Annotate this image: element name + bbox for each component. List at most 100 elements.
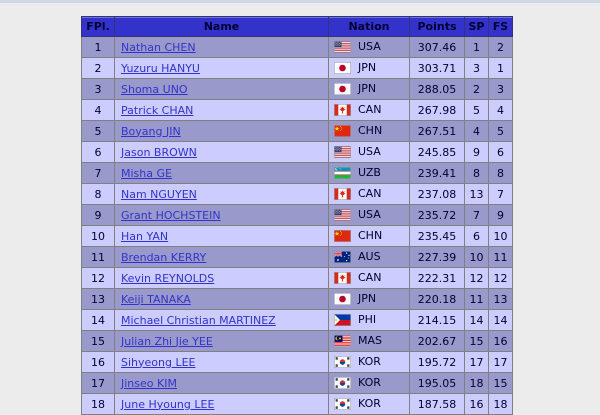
sp-cell: 8 — [464, 162, 489, 184]
nation-code: JPN — [358, 61, 377, 74]
fs-cell: 15 — [488, 372, 513, 394]
results-table-container: FPl. Name Nation Points SP FS 1 Nathan CH… — [81, 16, 513, 415]
points-cell: 202.67 — [409, 330, 465, 352]
table-row: 1 Nathan CHEN USA 307.46 1 2 — [81, 36, 513, 58]
nation-code: MAS — [358, 334, 382, 347]
fs-cell: 2 — [488, 36, 513, 58]
rank-cell: 2 — [81, 57, 115, 79]
nation-code: KOR — [358, 376, 381, 389]
skater-link[interactable]: Grant HOCHSTEIN — [121, 208, 221, 222]
name-cell: Grant HOCHSTEIN — [114, 204, 329, 226]
fs-cell: 17 — [488, 351, 513, 373]
skater-link[interactable]: Han YAN — [121, 229, 169, 243]
flag-jpn-icon — [334, 83, 351, 95]
skater-link[interactable]: June Hyoung LEE — [121, 397, 215, 411]
name-cell: Kevin REYNOLDS — [114, 267, 329, 289]
table-row: 9 Grant HOCHSTEIN USA 235.72 7 9 — [81, 204, 513, 226]
sp-cell: 5 — [464, 99, 489, 121]
points-cell: 237.08 — [409, 183, 465, 205]
skater-link[interactable]: Boyang JIN — [121, 124, 181, 138]
name-cell: Sihyeong LEE — [114, 351, 329, 373]
sp-cell: 17 — [464, 351, 489, 373]
nation-cell: CHN — [328, 120, 410, 142]
flag-aus-icon — [334, 251, 351, 263]
sp-cell: 12 — [464, 267, 489, 289]
nation-cell: PHI — [328, 309, 410, 331]
skater-link[interactable]: Jason BROWN — [121, 145, 197, 159]
nation-code: JPN — [358, 292, 377, 305]
table-row: 16 Sihyeong LEE KOR 195.72 17 17 — [81, 351, 513, 373]
table-row: 8 Nam NGUYEN CAN 237.08 13 7 — [81, 183, 513, 205]
rank-cell: 14 — [81, 309, 115, 331]
rank-cell: 7 — [81, 162, 115, 184]
skater-link[interactable]: Nathan CHEN — [121, 40, 196, 54]
name-cell: Julian Zhi Jie YEE — [114, 330, 329, 352]
table-row: 2 Yuzuru HANYU JPN 303.71 3 1 — [81, 57, 513, 79]
nation-code: CAN — [358, 187, 382, 200]
name-cell: Shoma UNO — [114, 78, 329, 100]
name-cell: Patrick CHAN — [114, 99, 329, 121]
sp-cell: 10 — [464, 246, 489, 268]
rank-cell: 17 — [81, 372, 115, 394]
rank-cell: 8 — [81, 183, 115, 205]
skater-link[interactable]: Brendan KERRY — [121, 250, 207, 264]
nation-cell: CAN — [328, 99, 410, 121]
points-cell: 235.72 — [409, 204, 465, 226]
rank-cell: 1 — [81, 36, 115, 58]
skater-link[interactable]: Nam NGUYEN — [121, 187, 197, 201]
skater-link[interactable]: Yuzuru HANYU — [121, 61, 200, 75]
results-tbody: 1 Nathan CHEN USA 307.46 1 2 2 Yuzuru HANYU JPN 3… — [81, 36, 513, 415]
nation-code: CHN — [358, 124, 383, 137]
nation-cell: KOR — [328, 393, 410, 415]
skater-link[interactable]: Julian Zhi Jie YEE — [121, 334, 213, 348]
rank-cell: 9 — [81, 204, 115, 226]
nation-cell: CHN — [328, 225, 410, 247]
skater-link[interactable]: Patrick CHAN — [121, 103, 194, 117]
sp-cell: 16 — [464, 393, 489, 415]
rank-cell: 18 — [81, 393, 115, 415]
skater-link[interactable]: Kevin REYNOLDS — [121, 271, 215, 285]
flag-can-icon — [334, 188, 351, 200]
sp-cell: 2 — [464, 78, 489, 100]
flag-usa-icon — [334, 209, 351, 221]
header-points: Points — [409, 16, 465, 37]
sp-cell: 6 — [464, 225, 489, 247]
skater-link[interactable]: Keiji TANAKA — [121, 292, 191, 306]
rank-cell: 13 — [81, 288, 115, 310]
points-cell: 220.18 — [409, 288, 465, 310]
skater-link[interactable]: Michael Christian MARTINEZ — [121, 313, 276, 327]
flag-mas-icon — [334, 335, 351, 347]
name-cell: Boyang JIN — [114, 120, 329, 142]
name-cell: Keiji TANAKA — [114, 288, 329, 310]
flag-jpn-icon — [334, 293, 351, 305]
points-cell: 288.05 — [409, 78, 465, 100]
nation-cell: UZB — [328, 162, 410, 184]
table-row: 11 Brendan KERRY AUS 227.39 10 11 — [81, 246, 513, 268]
sp-cell: 11 — [464, 288, 489, 310]
skater-link[interactable]: Misha GE — [121, 166, 172, 180]
table-row: 13 Keiji TANAKA JPN 220.18 11 13 — [81, 288, 513, 310]
fs-cell: 5 — [488, 120, 513, 142]
skater-link[interactable]: Shoma UNO — [121, 82, 188, 96]
table-row: 7 Misha GE UZB 239.41 8 8 — [81, 162, 513, 184]
flag-usa-icon — [334, 41, 351, 53]
name-cell: Han YAN — [114, 225, 329, 247]
points-cell: 187.58 — [409, 393, 465, 415]
flag-kor-icon — [334, 356, 351, 368]
flag-can-icon — [334, 104, 351, 116]
nation-code: CHN — [358, 229, 383, 242]
fs-cell: 8 — [488, 162, 513, 184]
name-cell: Jinseo KIM — [114, 372, 329, 394]
name-cell: Nathan CHEN — [114, 36, 329, 58]
header-fpl: FPl. — [81, 16, 115, 37]
sp-cell: 14 — [464, 309, 489, 331]
skater-link[interactable]: Jinseo KIM — [121, 376, 177, 390]
points-cell: 245.85 — [409, 141, 465, 163]
header-nation: Nation — [328, 16, 410, 37]
table-row: 5 Boyang JIN CHN 267.51 4 5 — [81, 120, 513, 142]
table-row: 10 Han YAN CHN 235.45 6 10 — [81, 225, 513, 247]
skater-link[interactable]: Sihyeong LEE — [121, 355, 196, 369]
table-row: 3 Shoma UNO JPN 288.05 2 3 — [81, 78, 513, 100]
rank-cell: 4 — [81, 99, 115, 121]
flag-uzb-icon — [334, 167, 351, 179]
